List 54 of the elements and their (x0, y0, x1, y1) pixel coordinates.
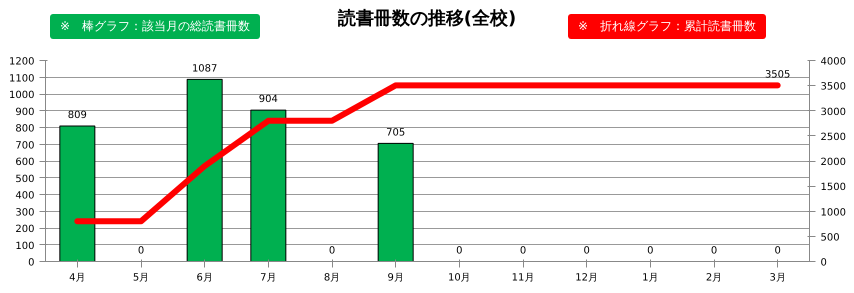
data-label: 3505 (764, 69, 790, 80)
data-label: 0 (583, 246, 590, 256)
data-label: 1087 (192, 63, 218, 74)
y-tick-label: 900 (15, 106, 35, 118)
x-tick-label: 5月 (132, 272, 150, 284)
x-tick-label: 9月 (387, 272, 404, 284)
x-tick-label: 3月 (769, 272, 786, 284)
text: ※ 折れ線グラフ：累計読書冊数 (568, 14, 766, 40)
y-tick-label: 800 (15, 124, 35, 134)
y2-tick-label: 1000 (820, 207, 846, 218)
data-label: 0 (774, 246, 781, 256)
x-tick-label: 10月 (448, 272, 471, 284)
y2-tick-label: 2000 (820, 157, 846, 168)
chart-title: 読書冊数の推移(全校) (338, 8, 516, 29)
data-label: 0 (647, 246, 654, 256)
y2-tick-label: 0 (820, 258, 827, 268)
bar (378, 142, 414, 262)
y2-tick-label: 1500 (820, 182, 846, 194)
y-tick-label: 1100 (9, 73, 35, 84)
y-tick-label: 400 (15, 190, 35, 202)
y-tick-label: 200 (15, 224, 35, 235)
y-tick-label: 500 (15, 174, 35, 185)
data-label: 0 (138, 246, 144, 256)
y-tick-label: 0 (28, 258, 35, 268)
data-label: 0 (328, 246, 336, 256)
x-tick-label: 6月 (196, 272, 213, 284)
x-tick-label: 4月 (69, 272, 86, 284)
y-tick-label: 100 (15, 240, 35, 252)
x-tick-label: 2月 (706, 272, 722, 284)
y2-tick-label: 3000 (820, 106, 846, 118)
data-label: 0 (710, 246, 718, 256)
x-tick-label: 8月 (324, 272, 340, 284)
data-label: 809 (68, 110, 87, 121)
y2-tick-label: 4000 (820, 56, 846, 68)
bar (59, 125, 96, 262)
bar (186, 78, 223, 262)
y-tick-label: 600 (15, 157, 35, 168)
y-tick-label: 1000 (9, 90, 35, 101)
data-label: 904 (258, 94, 278, 106)
y-tick-label: 1200 (9, 56, 35, 68)
data-label: 0 (520, 246, 526, 256)
y2-tick-label: 500 (820, 232, 840, 244)
y-tick-label: 700 (15, 140, 35, 152)
x-tick-label: 11月 (512, 272, 534, 284)
text: ※ 棒グラフ：該当月の総読書冊数 (50, 14, 260, 40)
bar (250, 110, 286, 262)
x-tick-label: 12月 (575, 272, 598, 284)
y2-tick-label: 3500 (820, 82, 846, 93)
x-tick-label: 7月 (260, 272, 277, 284)
y2-tick-label: 2500 (820, 132, 846, 143)
y-tick-label: 300 (15, 207, 35, 218)
data-label: 705 (386, 127, 406, 138)
x-tick-label: 1月 (642, 272, 659, 284)
data-label: 0 (456, 246, 463, 256)
